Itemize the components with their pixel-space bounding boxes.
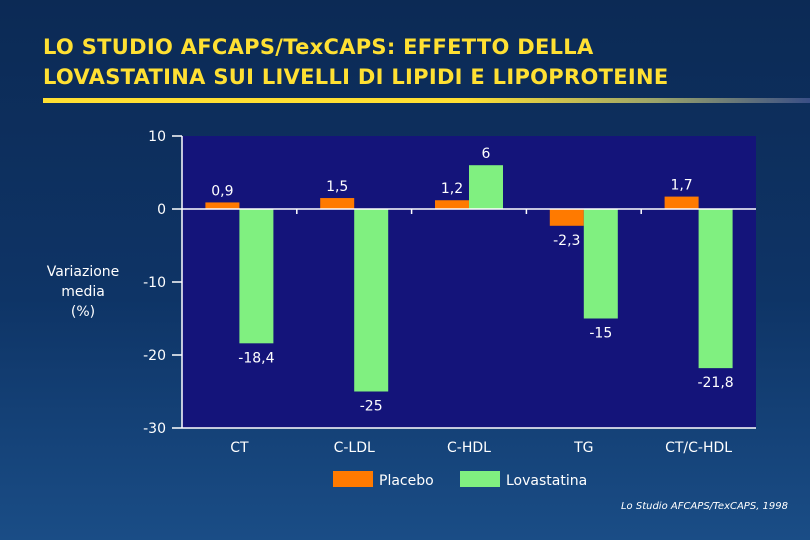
data-label: -18,4 [238, 350, 274, 366]
data-label: -21,8 [697, 375, 733, 391]
legend-swatch-lovastatina [460, 471, 500, 487]
data-label: -15 [589, 326, 612, 342]
source-citation: Lo Studio AFCAPS/TexCAPS, 1998 [620, 501, 788, 512]
title-line-2: LOVASTATINA SUI LIVELLI DI LIPIDI E LIPO… [43, 65, 669, 89]
y-axis-label: Variazione [47, 264, 120, 280]
y-tick-label: 10 [148, 129, 166, 145]
x-tick-label: CT/C-HDL [665, 440, 732, 456]
y-tick-label: -20 [143, 348, 166, 364]
y-axis-label: (%) [71, 304, 95, 320]
bar-lovastatina-c-hdl [469, 165, 503, 209]
data-label: 1,7 [670, 178, 692, 194]
y-axis-label: media [61, 284, 105, 300]
bar-lovastatina-ct-c-hdl [698, 209, 733, 369]
page-title: LO STUDIO AFCAPS/TexCAPS: EFFETTO DELLA … [43, 32, 783, 92]
y-tick-label: 0 [157, 202, 166, 218]
bar-lovastatina-c-ldl [354, 209, 389, 392]
x-tick-label: C-LDL [334, 440, 375, 456]
legend-label-placebo: Placebo [379, 473, 434, 489]
data-label: 0,9 [211, 183, 233, 199]
data-label: 1,5 [326, 179, 348, 195]
x-tick-label: CT [230, 440, 249, 456]
bar-placebo-ct-c-hdl [664, 196, 699, 209]
data-label: -25 [360, 399, 383, 415]
bar-lovastatina-ct [239, 209, 274, 344]
data-label: 1,2 [441, 181, 463, 197]
x-tick-label: C-HDL [447, 440, 491, 456]
y-tick-label: -30 [143, 421, 166, 437]
x-tick-label: TG [573, 440, 593, 456]
bar-placebo-ct [205, 202, 240, 209]
title-line-1: LO STUDIO AFCAPS/TexCAPS: EFFETTO DELLA [43, 35, 594, 59]
y-tick-label: -10 [143, 275, 166, 291]
data-label: -2,3 [553, 233, 580, 249]
legend-swatch-placebo [333, 471, 373, 487]
bar-lovastatina-tg [583, 209, 618, 319]
bar-placebo-c-ldl [320, 198, 355, 209]
bar-placebo-tg [549, 209, 584, 226]
legend-label-lovastatina: Lovastatina [506, 473, 587, 489]
bar-placebo-c-hdl [435, 200, 469, 209]
title-underline [43, 98, 810, 103]
data-label: 6 [482, 146, 491, 162]
